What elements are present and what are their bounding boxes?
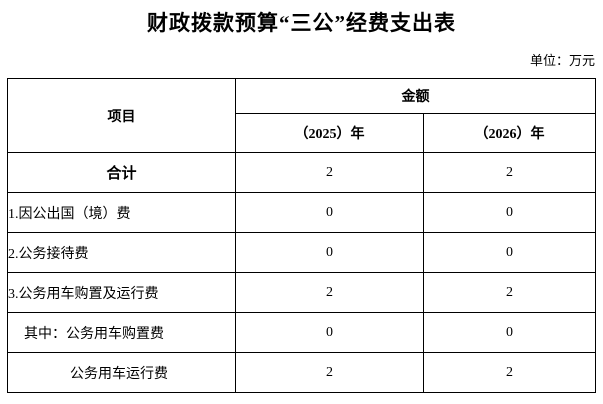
unit-note: 单位：万元 xyxy=(529,53,595,68)
row-label: 2.公务接待费 xyxy=(7,232,236,273)
header-row-years: （2025）年 （2026）年 xyxy=(8,113,596,153)
value-2025: 0 xyxy=(235,192,424,233)
column-header-amount: 金额 xyxy=(235,78,596,114)
value-2026: 2 xyxy=(423,272,596,313)
row-label: 合计 xyxy=(7,152,236,193)
value-2025: 0 xyxy=(235,232,424,273)
budget-table: 项目 金额 （2025）年 （2026）年 合计 2 2 1.因公出国（境）费 … xyxy=(7,78,596,393)
value-2025: 2 xyxy=(235,152,424,193)
value-2025: 2 xyxy=(235,272,424,313)
table-row-vehicle-operation: 公务用车运行费 2 2 xyxy=(7,352,596,393)
header-row-top: 项目 金额 xyxy=(7,78,596,153)
table-row-vehicle-purchase: 其中：公务用车购置费 0 0 xyxy=(7,312,596,353)
row-label: 3.公务用车购置及运行费 xyxy=(7,272,236,313)
column-header-item: 项目 xyxy=(7,78,236,153)
value-2026: 2 xyxy=(423,352,596,393)
table-row-vehicle-total: 3.公务用车购置及运行费 2 2 xyxy=(7,272,596,313)
value-2025: 2 xyxy=(235,352,424,393)
value-2026: 2 xyxy=(423,152,596,193)
column-header-year-2025: （2025）年 xyxy=(235,113,424,153)
table-row-reception-expense: 2.公务接待费 0 0 xyxy=(7,232,596,273)
page-title: 财政拨款预算“三公”经费支出表 xyxy=(147,11,456,35)
row-label: 其中：公务用车购置费 xyxy=(7,312,236,353)
value-2026: 0 xyxy=(423,312,596,353)
row-label: 公务用车运行费 xyxy=(7,352,236,393)
table-row-abroad-expense: 1.因公出国（境）费 0 0 xyxy=(7,192,596,233)
row-label: 1.因公出国（境）费 xyxy=(7,192,236,233)
value-2025: 0 xyxy=(235,312,424,353)
value-2026: 0 xyxy=(423,232,596,273)
value-2026: 0 xyxy=(423,192,596,233)
column-header-year-2026: （2026）年 xyxy=(423,113,596,153)
table-row-total: 合计 2 2 xyxy=(7,152,596,193)
